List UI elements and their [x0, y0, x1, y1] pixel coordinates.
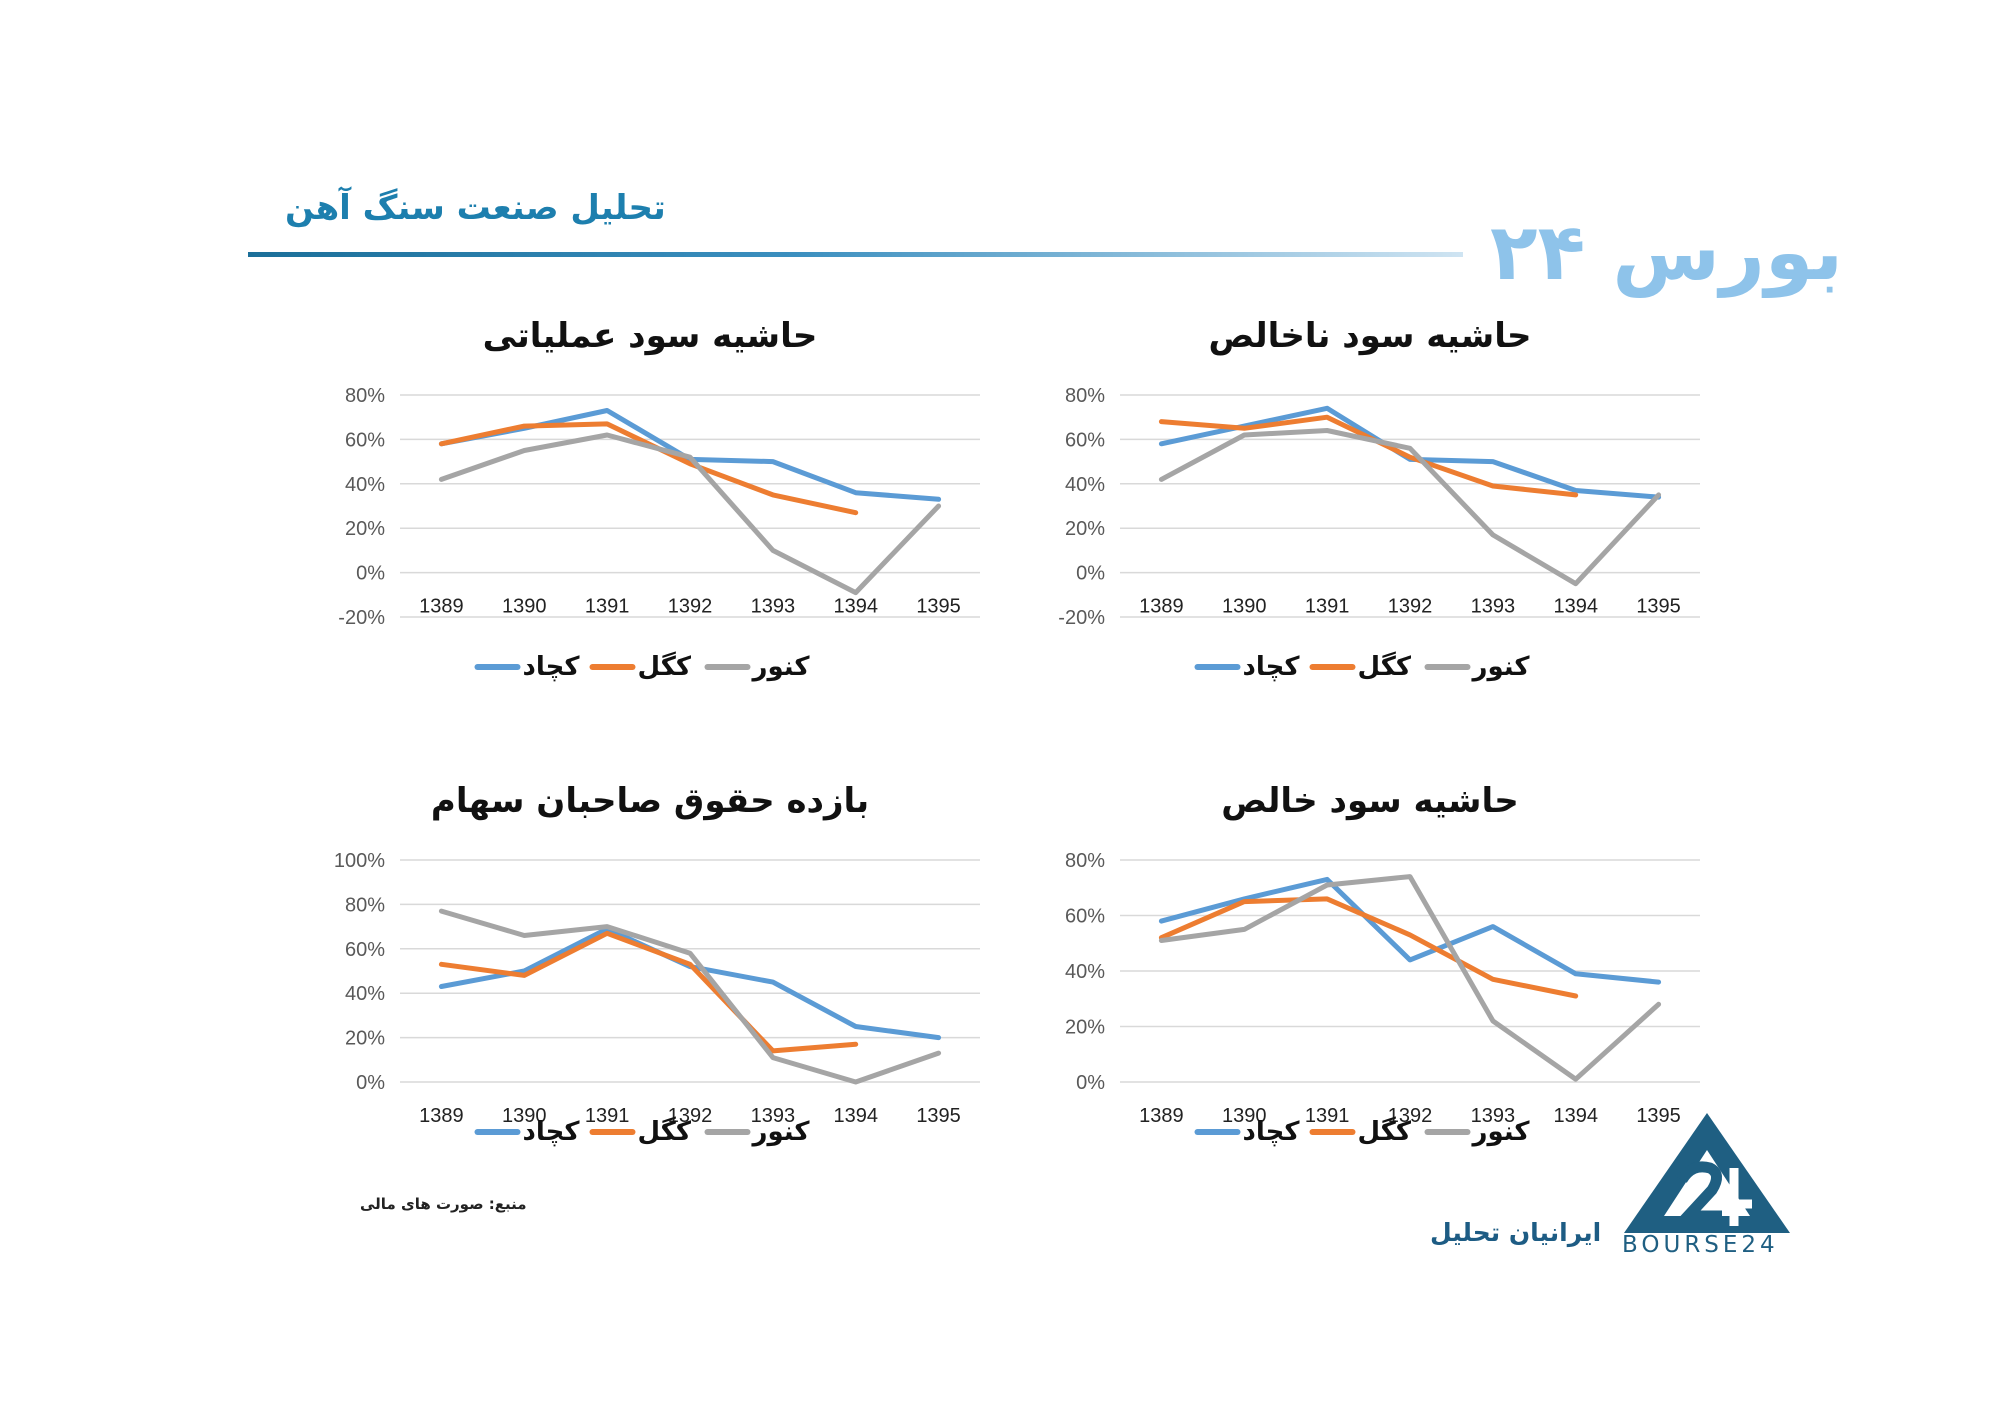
x-tick-label: 1393 — [1471, 1105, 1516, 1127]
series-line — [438, 930, 859, 1054]
y-tick-label: 60% — [345, 429, 385, 451]
y-tick-label: 0% — [1076, 563, 1105, 585]
page-title: تحلیل صنعت سنگ آهن — [285, 188, 666, 228]
y-tick-label: 100% — [334, 850, 385, 872]
y-tick-label: 20% — [345, 1028, 385, 1050]
series-line — [438, 432, 942, 596]
x-tick-label: 1389 — [1139, 1105, 1184, 1127]
chart-gross-margin-svg: حاشیه سود ناخالص -20% 0% 20% 40% 60% 80% 1389 13… — [1058, 316, 1700, 682]
x-tick-label: 1391 — [1305, 1105, 1350, 1127]
legend-label: کگل — [638, 1116, 692, 1147]
x-tick-label: 1391 — [585, 1105, 630, 1127]
x-tick-label: 1394 — [1553, 1105, 1598, 1127]
chart-roe: بازده حقوق صاحبان سهام 0% 20% 40% 60% 80% 100%… — [290, 760, 1010, 1180]
chart-gross-margin: حاشیه سود ناخالص -20% 0% 20% 40% 60% 80% 1389 13… — [1010, 295, 1730, 715]
x-tick-label: 1393 — [751, 1105, 796, 1127]
y-tick-label: 60% — [1065, 429, 1105, 451]
y-tick-label: 0% — [356, 1072, 385, 1094]
x-tick-label: 1389 — [1139, 596, 1184, 618]
y-tick-label: 20% — [345, 518, 385, 540]
y-tick-label: 20% — [1065, 518, 1105, 540]
x-tick-label: 1395 — [1636, 596, 1681, 618]
chart-title: حاشیه سود ناخالص — [1208, 316, 1531, 356]
legend-label: کچاد — [1243, 1117, 1301, 1147]
x-tick-label: 1395 — [916, 596, 961, 618]
x-tick-label: 1391 — [585, 596, 630, 618]
y-tick-label: 60% — [345, 939, 385, 961]
chart-operating-margin-svg: حاشیه سود عملیاتی -20% 0% 20% 40% 60% 80% 1389 1… — [338, 316, 980, 682]
y-tick-label: 0% — [1076, 1072, 1105, 1094]
legend-label: کچاد — [1243, 652, 1301, 682]
chart-net-margin-svg: حاشیه سود خالص 0% 20% 40% 60% 80% 1389 1390 1391… — [1065, 781, 1700, 1147]
x-tick-label: 1393 — [751, 596, 796, 618]
legend-label: کنور — [751, 1117, 811, 1147]
x-tick-label: 1392 — [668, 1105, 713, 1127]
chart-title: حاشیه سود خالص — [1221, 781, 1519, 821]
series-line — [1158, 896, 1579, 999]
legend-label: کنور — [1471, 1117, 1531, 1147]
legend-label: کگل — [1358, 1116, 1412, 1147]
legend-label: کنور — [1471, 652, 1531, 682]
source-note: منبع: صورت های مالی — [360, 1195, 527, 1213]
y-tick-label: 40% — [1065, 961, 1105, 983]
y-tick-label: 80% — [1065, 385, 1105, 407]
y-tick-label: 0% — [356, 563, 385, 585]
legend-label: کنور — [751, 652, 811, 682]
y-tick-label: 80% — [345, 894, 385, 916]
y-tick-label: -20% — [1058, 607, 1105, 629]
legend-label: کچاد — [523, 1117, 581, 1147]
y-tick-label: 40% — [1065, 474, 1105, 496]
x-tick-label: 1395 — [916, 1105, 961, 1127]
x-tick-label: 1392 — [1388, 596, 1433, 618]
series-line — [1158, 428, 1662, 587]
chart-roe-svg: بازده حقوق صاحبان سهام 0% 20% 40% 60% 80% 100%… — [334, 781, 980, 1147]
x-tick-label: 1390 — [1222, 1105, 1267, 1127]
y-tick-label: 60% — [1065, 906, 1105, 928]
chart-operating-margin: حاشیه سود عملیاتی -20% 0% 20% 40% 60% 80% 1389 1… — [290, 295, 1010, 715]
x-tick-label: 1389 — [419, 1105, 464, 1127]
x-tick-label: 1391 — [1305, 596, 1350, 618]
chart-net-margin: حاشیه سود خالص 0% 20% 40% 60% 80% 1389 1390 1391… — [1010, 760, 1730, 1180]
x-tick-label: 1389 — [419, 596, 464, 618]
legend-label: کچاد — [523, 652, 581, 682]
y-tick-label: 80% — [1065, 850, 1105, 872]
series-line — [1158, 876, 1662, 985]
bourse24-logo-icon — [1624, 1113, 1790, 1233]
x-tick-label: 1394 — [833, 596, 878, 618]
series-line — [1158, 874, 1662, 1082]
series-line — [438, 908, 942, 1085]
legend-label: کگل — [1358, 651, 1412, 682]
y-tick-label: 40% — [345, 983, 385, 1005]
x-tick-label: 1390 — [502, 596, 547, 618]
x-tick-label: 1392 — [1388, 1105, 1433, 1127]
x-tick-label: 1390 — [1222, 596, 1267, 618]
chart-title: بازده حقوق صاحبان سهام — [431, 781, 869, 821]
brand-logo: بورس ۲۴ — [1490, 208, 1844, 298]
series-line — [438, 926, 942, 1041]
y-tick-label: 80% — [345, 385, 385, 407]
legend-label: کگل — [638, 651, 692, 682]
bourse24-logo-text: BOURSE24 — [1622, 1232, 1779, 1258]
x-tick-label: 1394 — [1553, 596, 1598, 618]
company-name: ایرانیان تحلیل — [1430, 1218, 1602, 1247]
y-tick-label: 20% — [1065, 1017, 1105, 1039]
x-tick-label: 1395 — [1636, 1105, 1681, 1127]
x-tick-label: 1393 — [1471, 596, 1516, 618]
x-tick-label: 1394 — [833, 1105, 878, 1127]
y-tick-label: 40% — [345, 474, 385, 496]
chart-title: حاشیه سود عملیاتی — [483, 316, 818, 356]
y-tick-label: -20% — [338, 607, 385, 629]
header-divider — [248, 252, 1463, 257]
x-tick-label: 1392 — [668, 596, 713, 618]
x-tick-label: 1390 — [502, 1105, 547, 1127]
